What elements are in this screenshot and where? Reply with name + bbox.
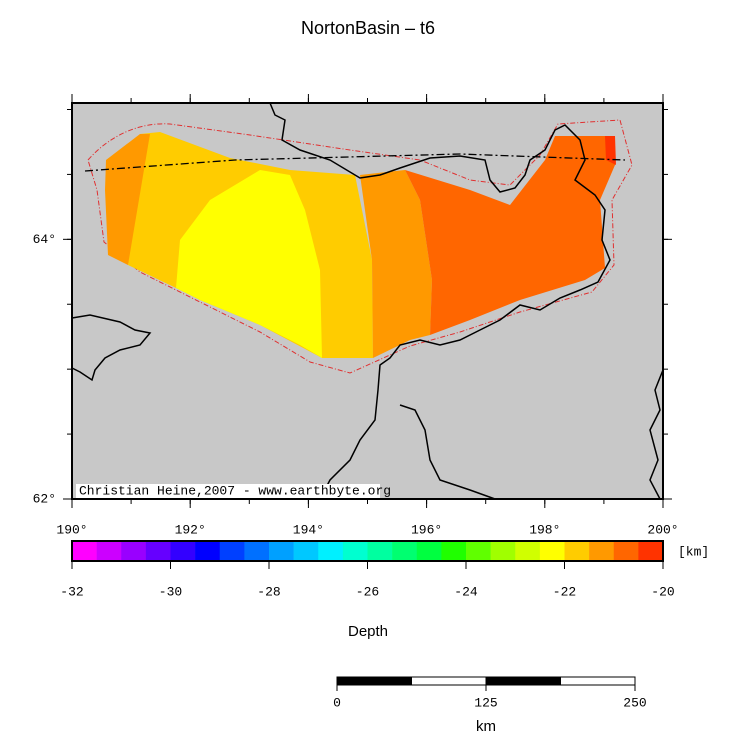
colorbar-bin	[638, 541, 664, 561]
colorbar-bin	[145, 541, 171, 561]
colorbar-bin	[244, 541, 270, 561]
scale-segment	[485, 676, 561, 686]
colorbar-bin	[441, 541, 467, 561]
colorbar-label: Depth	[348, 623, 388, 640]
colorbar-bin	[318, 541, 344, 561]
depth-zone	[405, 136, 615, 335]
x-tick-label: 196°	[411, 522, 442, 537]
colorbar-bin	[219, 541, 245, 561]
colorbar-bin	[613, 541, 639, 561]
credit: Christian Heine,2007 - www.earthbyte.org	[79, 483, 391, 498]
colorbar-bin	[170, 541, 196, 561]
colorbar-tick-label: -24	[454, 584, 478, 599]
colorbar-bin	[293, 541, 319, 561]
depth-zone	[176, 170, 322, 358]
y-tick-label: 64°	[33, 232, 56, 247]
colorbar-bin	[564, 541, 590, 561]
colorbar-bin	[195, 541, 221, 561]
colorbar-bin	[539, 541, 565, 561]
coastline	[269, 102, 611, 500]
coastline	[649, 369, 664, 500]
coastline	[71, 314, 152, 382]
credit-box	[76, 484, 380, 498]
colorbar-bin	[416, 541, 442, 561]
colorbar-tick-label: -28	[257, 584, 280, 599]
colorbar-tick-label: -20	[651, 584, 674, 599]
scale-segment	[336, 676, 412, 686]
colorbar-bin	[392, 541, 418, 561]
map: Christian Heine,2007 - www.earthbyte.org	[71, 102, 664, 500]
title: NortonBasin – t6	[301, 18, 435, 38]
colorbar-bin	[466, 541, 491, 561]
scale-unit: km	[476, 718, 496, 735]
coastline	[399, 404, 496, 500]
colorbar-bin	[367, 541, 393, 561]
colorbar-tick-label: -22	[553, 584, 576, 599]
colorbar-bin	[269, 541, 294, 561]
colorbar-bin	[121, 541, 147, 561]
scale-segment	[411, 676, 487, 686]
colorbar-bin	[589, 541, 615, 561]
scale-segment	[560, 676, 636, 686]
y-tick-label: 62°	[33, 491, 56, 506]
scale-tick-label: 250	[623, 695, 646, 710]
colorbar-bin	[342, 541, 368, 561]
x-tick-label: 200°	[647, 522, 678, 537]
scale-tick-label: 125	[474, 695, 497, 710]
x-tick-label: 194°	[293, 522, 324, 537]
colorbar-bin	[515, 541, 541, 561]
coastlines	[71, 102, 664, 500]
colorbar-tick-label: -26	[356, 584, 379, 599]
colorbar-bin	[96, 541, 122, 561]
colorbar-bin	[72, 541, 97, 561]
boundary-line	[84, 153, 626, 172]
x-tick-label: 198°	[529, 522, 560, 537]
x-tick-label: 192°	[175, 522, 206, 537]
basin-outline	[87, 119, 633, 374]
colorbar-unit: [km]	[678, 544, 709, 559]
depth-zone	[360, 170, 432, 358]
colorbar-bin	[490, 541, 516, 561]
scale-tick-label: 0	[333, 695, 341, 710]
colorbar-tick-label: -32	[60, 584, 83, 599]
x-tick-label: 190°	[56, 522, 87, 537]
depth-zone	[605, 136, 616, 165]
colorbar-tick-label: -30	[159, 584, 182, 599]
